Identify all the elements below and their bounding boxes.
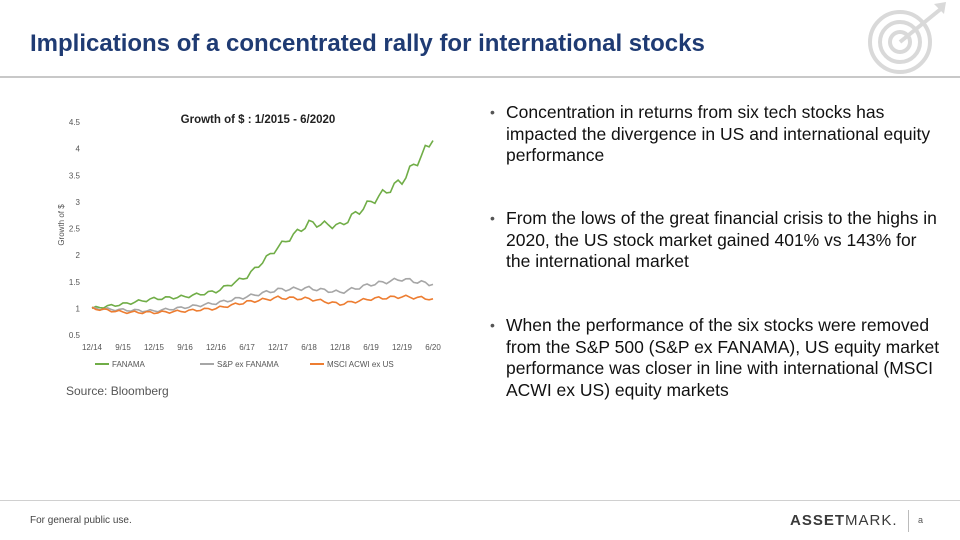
x-tick-label: 9/16: [177, 343, 193, 352]
x-tick-label: 6/19: [363, 343, 379, 352]
y-tick-label: 3: [76, 198, 81, 207]
bullet-text: From the lows of the great financial cri…: [506, 208, 937, 271]
bullet-dot-icon: •: [490, 317, 495, 333]
x-tick-label: 6/18: [301, 343, 317, 352]
chart-title: Growth of $ : 1/2015 - 6/2020: [181, 114, 336, 126]
series-line: [91, 294, 434, 315]
page-number: a: [918, 515, 924, 525]
x-tick-label: 12/15: [144, 343, 165, 352]
bullet-text: Concentration in returns from six tech s…: [506, 102, 931, 165]
y-tick-label: 4: [76, 145, 81, 154]
title-divider: [0, 76, 960, 78]
footnote: For general public use.: [30, 515, 132, 526]
bullet-item: • From the lows of the great financial c…: [485, 208, 940, 273]
y-tick-label: 1.5: [69, 278, 81, 287]
growth-chart: Growth of $ : 1/2015 - 6/2020 Growth of …: [55, 100, 450, 375]
brand-logo-light: MARK.: [845, 512, 898, 529]
x-tick-label: 12/18: [330, 343, 351, 352]
brand-logo: ASSETMARK.: [790, 512, 898, 529]
target-icon: [868, 2, 946, 74]
series-line: [91, 140, 434, 310]
footer-separator: [908, 510, 909, 532]
x-tick-label: 6/17: [239, 343, 255, 352]
growth-chart-svg: Growth of $ : 1/2015 - 6/2020 Growth of …: [57, 114, 441, 369]
legend-label: FANAMA: [112, 360, 146, 369]
x-tick-label: 9/15: [115, 343, 131, 352]
x-tick-label: 12/16: [206, 343, 227, 352]
y-tick-label: 2.5: [69, 225, 81, 234]
footer-divider: [0, 500, 960, 501]
legend-label: MSCI ACWI ex US: [327, 360, 394, 369]
y-tick-label: 1: [76, 304, 81, 313]
bullet-item: • Concentration in returns from six tech…: [485, 102, 940, 167]
source-note: Source: Bloomberg: [66, 384, 169, 398]
legend-label: S&P ex FANAMA: [217, 360, 279, 369]
series-line: [91, 277, 434, 313]
x-tick-label: 12/19: [392, 343, 413, 352]
y-tick-label: 2: [76, 251, 81, 260]
x-tick-label: 12/17: [268, 343, 289, 352]
brand-logo-bold: ASSET: [790, 512, 846, 529]
x-tick-label: 6/20: [425, 343, 441, 352]
y-tick-label: 0.5: [69, 331, 81, 340]
bullet-item: • When the performance of the six stocks…: [485, 315, 940, 401]
bullet-text: When the performance of the six stocks w…: [506, 315, 940, 400]
y-tick-label: 3.5: [69, 171, 81, 180]
bullet-dot-icon: •: [490, 104, 495, 120]
x-tick-label: 12/14: [82, 343, 103, 352]
page-title: Implications of a concentrated rally for…: [30, 30, 705, 57]
bullet-dot-icon: •: [490, 210, 495, 226]
y-axis-label: Growth of $: [57, 204, 66, 246]
y-tick-label: 4.5: [69, 118, 81, 127]
